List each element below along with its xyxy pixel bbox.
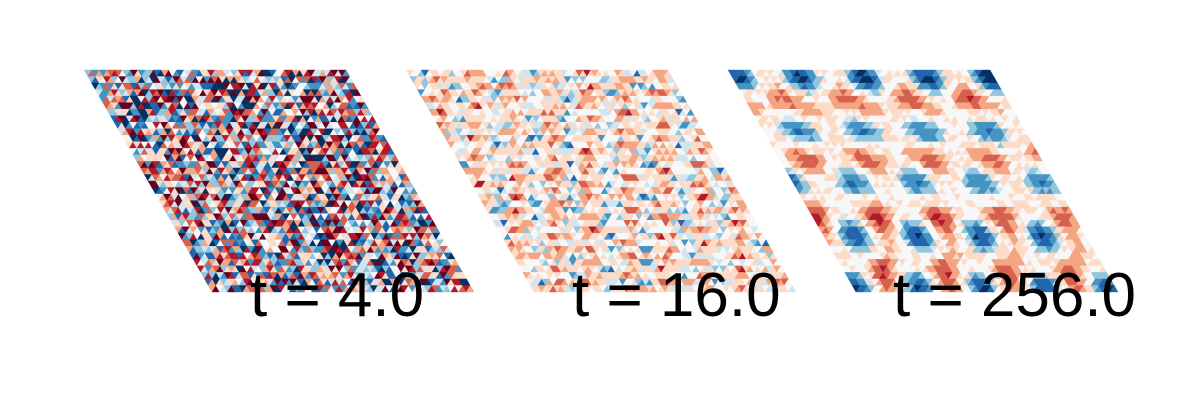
triangular-lattice-field [405,69,797,293]
lattice-cell [465,285,475,293]
panel-t-4: t = 4.0 [83,69,475,330]
triangular-lattice-field [83,69,475,293]
triangular-lattice-field [727,69,1119,293]
panel-t-16: t = 16.0 [405,69,797,330]
panel-label: t = 4.0 [250,261,424,330]
panel-label: t = 16.0 [572,261,781,330]
